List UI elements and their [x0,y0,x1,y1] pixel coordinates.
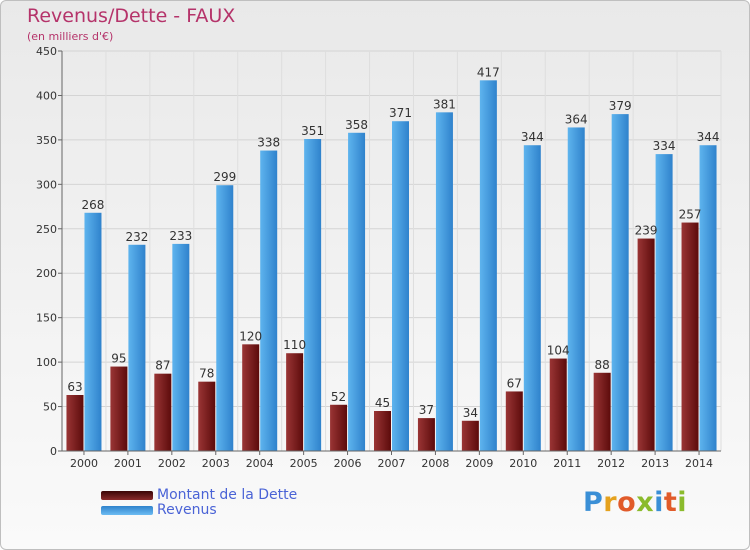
y-tick-label: 450 [36,45,57,58]
bar-dette [66,395,84,451]
bar-revenus [479,80,497,451]
bar-dette [198,381,216,451]
data-label-revenus: 268 [82,198,105,212]
bar-dette [681,222,699,451]
y-tick-label: 250 [36,223,57,236]
x-tick-label: 2009 [465,457,493,470]
bar-dette [461,420,479,451]
chart-title: Revenus/Dette - FAUX [27,5,236,27]
y-tick-label: 150 [36,312,57,325]
bar-dette [505,391,523,451]
bar-revenus [523,145,541,451]
data-label-revenus: 233 [169,229,192,243]
bar-revenus [260,150,278,452]
data-label-dette: 45 [375,396,390,410]
data-label-dette: 34 [463,406,478,420]
data-label-revenus: 334 [653,139,676,153]
bar-revenus [655,154,673,451]
data-label-dette: 63 [67,380,82,394]
data-label-dette: 239 [635,224,658,238]
x-tick-label: 2012 [597,457,625,470]
data-label-revenus: 232 [125,230,148,244]
x-tick-label: 2010 [509,457,537,470]
bar-dette [593,372,611,451]
chart-subtitle: (en milliers d'€) [27,30,114,43]
x-tick-label: 2013 [641,457,669,470]
data-label-dette: 104 [547,344,570,358]
x-tick-label: 2007 [378,457,406,470]
x-tick-label: 2005 [290,457,318,470]
legend-label-revenus: Revenus [157,502,217,518]
data-label-dette: 52 [331,390,346,404]
proxiti-logo: Proxiti [583,487,688,518]
bar-revenus [128,244,146,451]
bar-revenus [304,139,322,451]
bar-dette [374,411,391,451]
bar-dette [286,353,304,451]
y-tick-label: 300 [36,178,57,191]
x-tick-label: 2014 [685,457,713,470]
bar-dette [637,238,655,451]
data-label-dette: 37 [419,403,434,417]
data-label-revenus: 364 [565,112,588,126]
bar-dette [417,418,435,451]
bars-layer [66,80,717,452]
x-tick-label: 2003 [202,457,230,470]
bar-dette [330,404,348,451]
data-label-revenus: 417 [477,65,500,79]
bar-revenus [699,145,717,451]
bar-revenus [172,243,190,451]
legend-item-dette: Montant de la Dette [101,487,297,503]
data-label-revenus: 338 [257,136,280,150]
x-tick-label: 2002 [158,457,186,470]
data-label-dette: 110 [283,338,306,352]
y-tick-label: 200 [36,267,57,280]
data-label-dette: 95 [111,352,126,366]
data-label-revenus: 351 [301,124,324,138]
legend-item-revenus: Revenus [101,502,217,518]
legend-swatch-revenus [101,505,153,515]
data-label-revenus: 381 [433,97,456,111]
bar-revenus [348,132,366,451]
data-label-revenus: 344 [697,130,720,144]
data-label-dette: 257 [679,208,702,222]
bar-revenus [216,185,234,451]
x-tick-label: 2006 [334,457,362,470]
bar-dette [549,358,567,451]
bar-dette [242,344,260,451]
bar-dette [110,366,128,451]
y-tick-label: 350 [36,134,57,147]
data-label-dette: 67 [507,376,522,390]
bar-revenus [392,121,409,451]
y-tick-label: 400 [36,89,57,102]
bar-dette [154,373,172,451]
data-label-dette: 87 [155,359,170,373]
labels-layer: 63 268 95 232 87 233 78 299 120 338 110 351 52 358 45 3… [67,65,719,419]
bar-revenus [435,112,453,451]
y-tick-label: 50 [43,401,57,414]
legend-swatch-dette [101,490,153,500]
data-label-revenus: 344 [521,130,544,144]
x-tick-label: 2001 [114,457,142,470]
data-label-revenus: 358 [345,118,368,132]
data-label-dette: 78 [199,367,214,381]
y-tick-label: 100 [36,356,57,369]
x-tick-label: 2008 [421,457,449,470]
x-tick-label: 2004 [246,457,274,470]
axis-layer: 0 50 100 150 200 250 300 350 400 450 2000 2001 2002 2… [36,45,721,470]
y-tick-label: 0 [50,445,57,458]
data-label-revenus: 299 [213,170,236,184]
x-tick-label: 2011 [553,457,581,470]
bar-revenus [84,212,102,451]
data-label-dette: 88 [595,358,610,372]
data-label-revenus: 371 [389,106,412,120]
bar-revenus [611,114,629,451]
data-label-revenus: 379 [609,99,632,113]
x-tick-label: 2000 [70,457,98,470]
data-label-dette: 120 [239,329,262,343]
bar-revenus [567,127,585,451]
legend-label-dette: Montant de la Dette [157,487,298,503]
